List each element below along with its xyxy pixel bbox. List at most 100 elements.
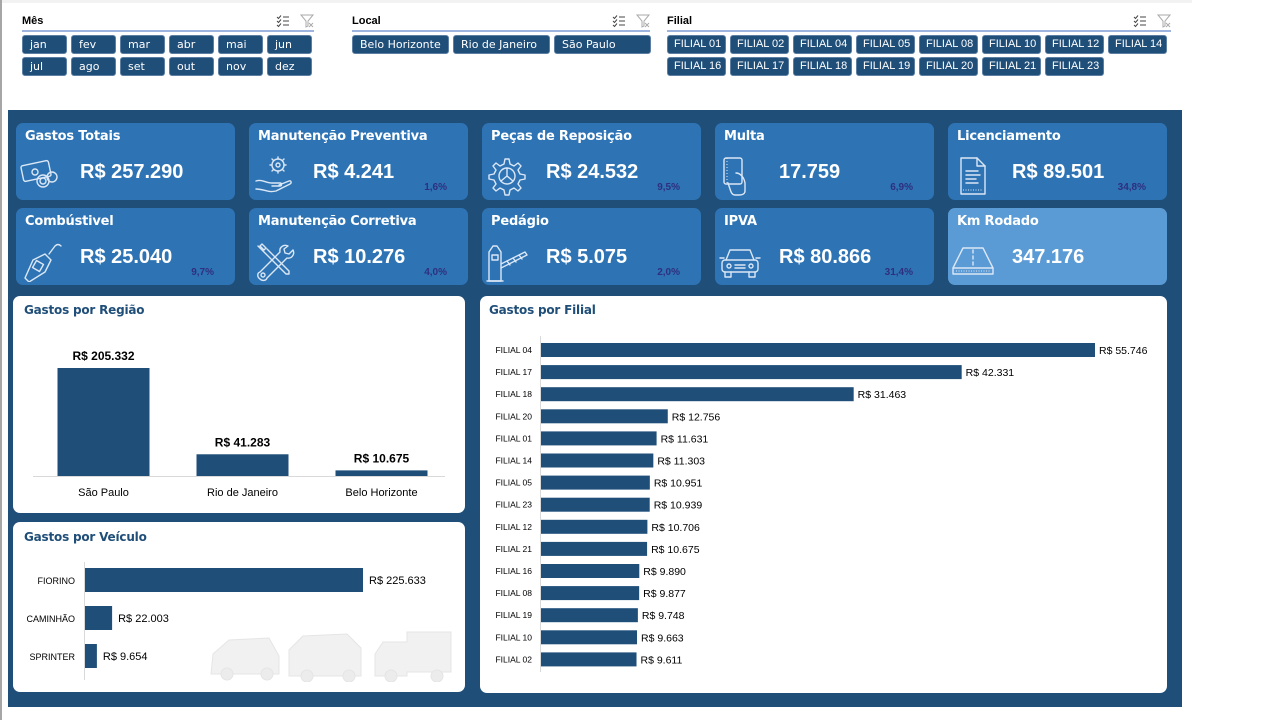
category-label: Rio de Janeiro xyxy=(207,487,278,499)
slicer-chip-filial[interactable]: FILIAL 19 xyxy=(856,57,915,76)
data-label: R$ 205.332 xyxy=(72,349,134,363)
multi-select-icon[interactable] xyxy=(276,14,290,28)
data-label: R$ 9.890 xyxy=(643,566,686,578)
kpi-card: Combústivel R$ 25.040 9,7% xyxy=(16,208,235,285)
multi-select-icon[interactable] xyxy=(612,14,626,28)
card-gastos-regiao: Gastos por Região R$ 205.332 São Paulo R$ … xyxy=(13,296,465,513)
kpi-percentage: 31,4% xyxy=(884,267,913,278)
data-label: R$ 42.331 xyxy=(966,367,1015,379)
data-label: R$ 10.675 xyxy=(354,451,410,465)
kpi-value: R$ 80.866 xyxy=(779,246,872,268)
bar xyxy=(541,431,657,446)
category-label: CAMINHÃO xyxy=(26,614,75,624)
slicer-chip-mes[interactable]: mai xyxy=(218,35,263,54)
slicer-chip-filial[interactable]: FILIAL 18 xyxy=(793,57,852,76)
kpi-card: Gastos Totais R$ 257.290 xyxy=(16,123,235,200)
category-label: FILIAL 21 xyxy=(495,544,532,554)
slicer-chip-filial[interactable]: FILIAL 14 xyxy=(1108,35,1167,54)
bar xyxy=(541,365,962,380)
road-icon xyxy=(951,240,995,282)
slicer-chip-filial[interactable]: FILIAL 05 xyxy=(856,35,915,54)
slicer-chip-filial[interactable]: FILIAL 16 xyxy=(667,57,726,76)
kpi-value: R$ 257.290 xyxy=(80,161,184,183)
slicer-chip-mes[interactable]: fev xyxy=(71,35,116,54)
kpi-percentage: 9,5% xyxy=(657,182,680,193)
bar xyxy=(541,652,637,667)
slicer-chip-mes[interactable]: ago xyxy=(71,57,116,76)
category-label: FILIAL 01 xyxy=(495,433,532,443)
gear-hand-icon xyxy=(252,155,296,197)
data-label: R$ 9.611 xyxy=(641,654,683,666)
data-label: R$ 22.003 xyxy=(118,613,169,625)
bar xyxy=(85,644,97,668)
category-label: FILIAL 08 xyxy=(495,588,532,598)
slicer-chip-filial[interactable]: FILIAL 21 xyxy=(982,57,1041,76)
data-label: R$ 10.675 xyxy=(651,544,700,556)
slicer-chip-local[interactable]: Belo Horizonte xyxy=(352,35,449,54)
kpi-card: Licenciamento R$ 89.501 34,8% xyxy=(948,123,1167,200)
kpi-title: Combústivel xyxy=(25,214,114,229)
slicer-chip-mes[interactable]: jun xyxy=(267,35,312,54)
clear-filter-icon[interactable] xyxy=(636,14,650,28)
clear-filter-icon[interactable] xyxy=(300,14,314,28)
slicer-chip-filial[interactable]: FILIAL 20 xyxy=(919,57,978,76)
clear-filter-icon[interactable] xyxy=(1157,14,1171,28)
toll-gate-icon xyxy=(485,240,529,282)
region-bar-chart: R$ 205.332 São Paulo R$ 41.283 Rio de Janei… xyxy=(33,349,445,499)
slicer-chip-filial[interactable]: FILIAL 17 xyxy=(730,57,789,76)
slicer-chip-mes[interactable]: mar xyxy=(120,35,165,54)
vehicles-image xyxy=(210,631,452,682)
data-label: R$ 31.463 xyxy=(858,389,907,401)
kpi-title: Manutenção Corretiva xyxy=(258,214,417,229)
slicer-chip-mes[interactable]: dez xyxy=(267,57,312,76)
slicer-header: Filial xyxy=(667,14,1171,32)
category-label: São Paulo xyxy=(78,487,129,499)
slicer-local: Local Belo Horizonte Rio de Janeiro São Pa… xyxy=(352,14,651,54)
kpi-card: Km Rodado 347.176 xyxy=(948,208,1167,285)
data-label: R$ 9.663 xyxy=(641,632,684,644)
card-gastos-veiculo: Gastos por Veículo FIORINO R$ 225.633 CAMI… xyxy=(13,522,465,692)
slicer-chip-mes[interactable]: jul xyxy=(22,57,67,76)
slicer-chip-filial[interactable]: FILIAL 01 xyxy=(667,35,726,54)
slicer-chip-mes[interactable]: out xyxy=(169,57,214,76)
kpi-title: Gastos Totais xyxy=(25,129,121,144)
kpi-title: Peças de Reposição xyxy=(491,129,632,144)
data-label: R$ 11.303 xyxy=(657,456,705,468)
category-label: FILIAL 20 xyxy=(495,411,532,421)
kpi-percentage: 2,0% xyxy=(657,267,680,278)
data-label: R$ 9.877 xyxy=(643,588,686,600)
gear-parts-icon xyxy=(485,155,529,197)
kpi-value: R$ 25.040 xyxy=(80,246,173,268)
slicer-chip-filial[interactable]: FILIAL 10 xyxy=(982,35,1041,54)
category-label: FILIAL 10 xyxy=(495,632,532,642)
category-label: SPRINTER xyxy=(29,652,75,662)
slicer-chip-mes[interactable]: set xyxy=(120,57,165,76)
slicer-chip-mes[interactable]: jan xyxy=(22,35,67,54)
data-label: R$ 10.939 xyxy=(654,500,703,512)
slicer-chip-mes[interactable]: abr xyxy=(169,35,214,54)
slicer-chip-filial[interactable]: FILIAL 23 xyxy=(1045,57,1104,76)
kpi-value: R$ 10.276 xyxy=(313,246,406,268)
multi-select-icon[interactable] xyxy=(1133,14,1147,28)
slicer-filial: Filial FILIAL 01 FILIAL 02 FILIAL 04 FILIAL… xyxy=(667,14,1171,76)
slicer-chip-filial[interactable]: FILIAL 02 xyxy=(730,35,789,54)
slicer-chip-mes[interactable]: nov xyxy=(218,57,263,76)
category-label: FILIAL 23 xyxy=(495,500,532,510)
category-label: FILIAL 12 xyxy=(495,522,532,532)
slicer-chip-local[interactable]: São Paulo xyxy=(554,35,651,54)
category-label: FILIAL 16 xyxy=(495,566,532,576)
slicer-chip-filial[interactable]: FILIAL 04 xyxy=(793,35,852,54)
bar xyxy=(85,606,113,630)
car-icon xyxy=(718,240,762,282)
slicer-chip-local[interactable]: Rio de Janeiro xyxy=(453,35,550,54)
slicer-chip-filial[interactable]: FILIAL 08 xyxy=(919,35,978,54)
data-label: R$ 225.633 xyxy=(369,575,426,587)
data-label: R$ 10.951 xyxy=(654,478,703,490)
data-label: R$ 11.631 xyxy=(661,433,709,445)
kpi-value: 17.759 xyxy=(779,161,841,183)
vehicle-bar-chart: FIORINO R$ 225.633 CAMINHÃO R$ 22.003 SPRINT… xyxy=(26,562,426,680)
category-label: FILIAL 19 xyxy=(495,610,532,620)
chart-title: Gastos por Região xyxy=(24,303,145,317)
slicer-chip-filial[interactable]: FILIAL 12 xyxy=(1045,35,1104,54)
